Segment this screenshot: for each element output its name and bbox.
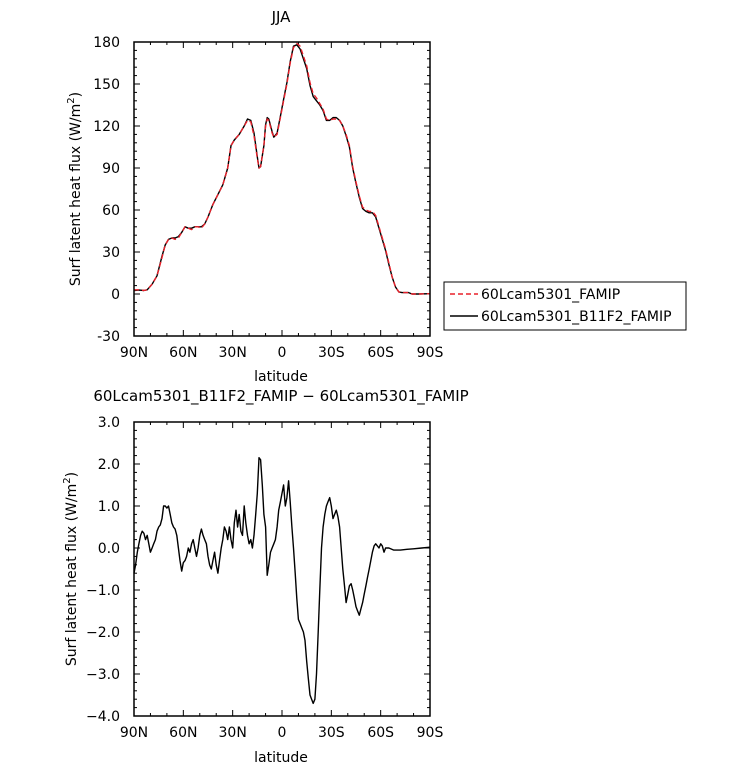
chart-bottom-y-tick-label: −1.0 — [86, 583, 120, 599]
chart-top-series-line-60Lcam5301_B11F2_FAMIP — [133, 44, 431, 295]
chart-bottom-plot-frame — [133, 421, 431, 717]
chart-bottom-x-tick-label: 30N — [219, 725, 247, 741]
chart-top-y-axis-label: Surf latent heat flux (W/m2) — [66, 92, 84, 286]
chart-top-ticks: 90N 60N 30N 0 30S 60S 90S -30 0 30 60 90 120 150 180 — [93, 35, 443, 361]
chart-bottom-y-tick-label: −4.0 — [86, 709, 120, 725]
chart-bottom-y-tick-label: 0.0 — [98, 541, 120, 557]
chart-top-x-tick-label: 90S — [417, 345, 444, 361]
chart-top: JJA 90N 60N 30N 0 30S 60S 90S -30 0 30 60 90 120 150 1… — [66, 8, 687, 385]
chart-top-x-tick-label: 90N — [120, 345, 148, 361]
chart-top-y-tick-label: 30 — [102, 245, 120, 261]
chart-top-y-tick-label: 0 — [111, 287, 120, 303]
chart-bottom-y-axis-label: Surf latent heat flux (W/m2) — [62, 472, 80, 666]
chart-bottom-series — [133, 457, 431, 705]
legend-frame — [443, 281, 687, 331]
chart-top-x-tick-label: 30S — [318, 345, 345, 361]
chart-top-y-tick-label: -30 — [97, 329, 120, 345]
chart-bottom-y-tick-label: 1.0 — [98, 499, 120, 515]
chart-bottom-series-line-difference — [133, 457, 431, 705]
chart-top-x-tick-label: 0 — [278, 345, 287, 361]
chart-bottom-x-tick-label: 90S — [417, 725, 444, 741]
chart-bottom-title: 60Lcam5301_B11F2_FAMIP − 60Lcam5301_FAMI… — [93, 387, 468, 406]
chart-top-x-tick-label: 60N — [169, 345, 197, 361]
chart-top-x-axis-label: latitude — [254, 369, 308, 385]
chart-top-y-tick-label: 60 — [102, 203, 120, 219]
chart-bottom-x-tick-label: 90N — [120, 725, 148, 741]
chart-top-x-tick-label: 30N — [219, 345, 247, 361]
chart-bottom-x-axis-label: latitude — [254, 750, 308, 766]
chart-bottom-y-tick-label: 3.0 — [98, 415, 120, 431]
chart-bottom-x-tick-label: 60N — [169, 725, 197, 741]
chart-top-x-tick-label: 60S — [367, 345, 394, 361]
chart-top-y-tick-label: 150 — [93, 77, 120, 93]
legend-label-famip: 60Lcam5301_FAMIP — [481, 287, 620, 303]
chart-top-y-tick-label: 180 — [93, 35, 120, 51]
chart-bottom-y-tick-label: −2.0 — [86, 625, 120, 641]
chart-top-y-tick-label: 90 — [102, 161, 120, 177]
chart-bottom-x-tick-label: 60S — [367, 725, 394, 741]
chart-top-plot-frame — [133, 41, 431, 337]
chart-top-series — [133, 42, 431, 295]
chart-bottom-x-tick-label: 30S — [318, 725, 345, 741]
legend-label-b11f2: 60Lcam5301_B11F2_FAMIP — [481, 309, 672, 325]
chart-top-y-tick-label: 120 — [93, 119, 120, 135]
chart-top-series-line-60Lcam5301_FAMIP — [134, 42, 431, 295]
chart-bottom-y-tick-label: −3.0 — [86, 667, 120, 683]
chart-bottom-x-tick-label: 0 — [278, 725, 287, 741]
chart-bottom: 60Lcam5301_B11F2_FAMIP − 60Lcam5301_FAMI… — [62, 387, 469, 766]
chart-bottom-ticks: 90N 60N 30N 0 30S 60S 90S −4.0 −3.0 −2.0 −1.0 0.0 1.… — [86, 415, 443, 741]
chart-top-title: JJA — [271, 8, 292, 26]
chart-bottom-y-tick-label: 2.0 — [98, 457, 120, 473]
chart-top-legend: 60Lcam5301_FAMIP 60Lcam5301_B11F2_FAMIP — [443, 281, 687, 331]
